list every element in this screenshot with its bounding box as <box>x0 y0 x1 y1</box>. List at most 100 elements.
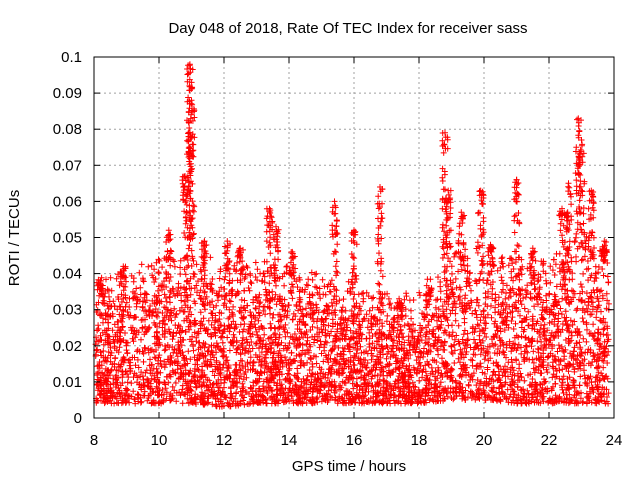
data-point <box>241 321 248 327</box>
data-point <box>154 374 161 381</box>
data-point <box>144 376 151 382</box>
data-point <box>512 320 519 327</box>
data-point <box>355 335 362 342</box>
data-point <box>139 373 146 380</box>
grid <box>94 57 614 418</box>
data-point <box>507 287 514 294</box>
data-point <box>600 364 607 371</box>
data-point <box>435 306 442 313</box>
data-point <box>182 371 189 378</box>
data-point <box>516 361 523 368</box>
data-point <box>321 308 328 315</box>
data-point <box>562 346 569 353</box>
data-point <box>598 308 604 315</box>
data-point <box>207 351 214 358</box>
data-point <box>449 329 456 336</box>
data-point <box>161 291 168 298</box>
data-point <box>138 336 144 343</box>
data-point <box>191 329 198 336</box>
data-point <box>169 383 176 390</box>
data-point <box>295 307 302 314</box>
data-point <box>583 319 590 326</box>
data-point <box>225 322 232 329</box>
data-point <box>178 304 185 311</box>
data-point <box>559 295 566 302</box>
data-point <box>239 337 246 344</box>
data-point <box>462 339 469 346</box>
data-point <box>318 380 325 386</box>
data-points <box>92 61 612 410</box>
data-point <box>416 377 423 384</box>
data-point <box>445 322 452 329</box>
data-point <box>267 310 273 317</box>
data-point <box>394 384 401 390</box>
data-point <box>547 337 554 344</box>
data-point <box>503 290 509 297</box>
data-point <box>604 297 611 304</box>
data-point <box>368 356 375 363</box>
data-point <box>578 284 585 290</box>
data-point <box>269 288 276 295</box>
data-point <box>316 364 323 371</box>
data-point <box>151 376 158 383</box>
data-point <box>178 297 185 304</box>
data-point <box>116 344 123 351</box>
data-point <box>286 378 293 385</box>
data-point <box>433 297 439 304</box>
data-point <box>314 337 321 344</box>
data-point <box>124 309 131 315</box>
data-point <box>97 312 104 319</box>
data-point <box>139 325 146 332</box>
data-point <box>174 325 181 332</box>
data-point <box>285 361 292 368</box>
data-point <box>570 377 577 383</box>
data-point <box>130 294 137 301</box>
data-point <box>525 308 532 315</box>
data-point <box>553 367 560 374</box>
data-point <box>316 386 323 393</box>
data-point <box>565 335 572 342</box>
data-point <box>130 295 136 302</box>
data-point <box>497 310 504 317</box>
data-point <box>571 382 578 389</box>
data-point <box>429 357 436 363</box>
data-point <box>276 347 283 354</box>
data-point <box>483 280 490 287</box>
data-point <box>495 294 502 301</box>
data-point <box>544 369 551 376</box>
data-point <box>477 317 484 324</box>
data-point <box>138 369 145 376</box>
data-point <box>253 340 260 347</box>
data-point <box>268 344 275 351</box>
data-point <box>426 335 432 342</box>
data-point <box>247 354 254 361</box>
data-point <box>182 391 189 398</box>
data-point <box>538 322 544 329</box>
data-point <box>197 295 204 302</box>
data-point <box>499 301 506 307</box>
data-point <box>518 373 525 380</box>
data-point <box>584 326 590 333</box>
data-point <box>307 327 314 333</box>
data-point <box>387 354 394 360</box>
data-point <box>446 332 453 339</box>
data-point <box>510 340 517 347</box>
data-point <box>147 356 153 363</box>
data-point <box>255 317 262 324</box>
data-point <box>124 379 131 386</box>
data-point <box>350 344 357 351</box>
data-point <box>155 287 161 294</box>
data-point <box>461 345 468 352</box>
data-point <box>489 372 496 379</box>
data-point <box>94 327 100 334</box>
data-point <box>603 332 610 339</box>
data-point <box>177 365 184 372</box>
data-point <box>430 313 437 320</box>
data-point <box>237 321 244 328</box>
data-point <box>125 374 132 381</box>
data-point <box>238 296 245 303</box>
data-point <box>255 309 262 316</box>
data-point <box>187 291 194 298</box>
data-point <box>451 336 458 343</box>
